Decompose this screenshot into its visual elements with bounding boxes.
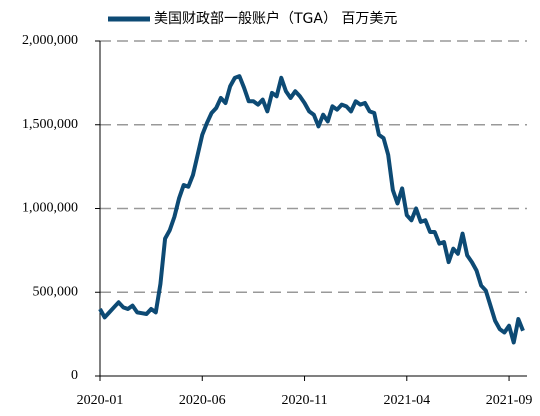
y-tick-label: 0: [71, 368, 78, 383]
y-tick-label: 2,000,000: [22, 33, 78, 48]
y-tick-label: 1,000,000: [22, 201, 78, 216]
y-tick-label: 500,000: [33, 284, 79, 299]
x-tick-label: 2020-11: [281, 393, 327, 408]
x-tick-label: 2021-04: [383, 393, 430, 408]
x-tick-label: 2020-01: [77, 393, 124, 408]
data-line: [98, 74, 525, 345]
x-tick-label: 2020-06: [179, 393, 226, 408]
y-tick-label: 1,500,000: [22, 117, 78, 132]
x-tick-label: 2021-09: [486, 393, 533, 408]
legend-label: 美国财政部一般账户（TGA） 百万美元: [154, 10, 397, 27]
